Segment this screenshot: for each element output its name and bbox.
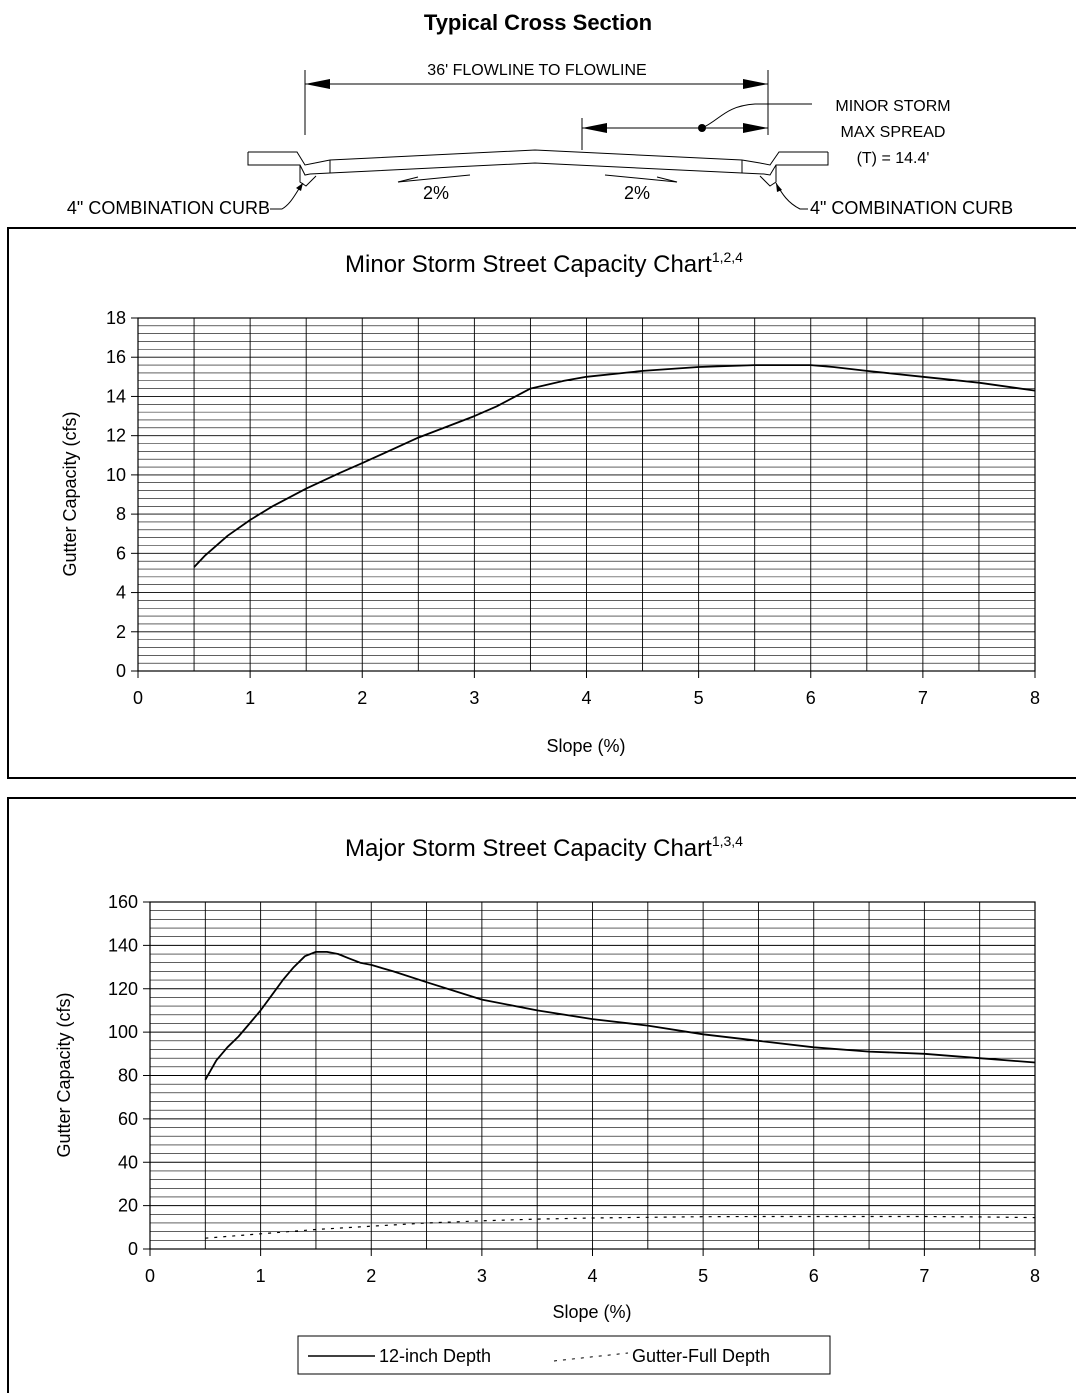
minor-chart-title-superscript: 1,2,4 <box>712 249 743 265</box>
minor-x-tick-label: 1 <box>245 688 255 708</box>
road-profile <box>247 149 829 187</box>
minor-y-tick-label: 14 <box>106 386 126 406</box>
minor-y-tick-label: 4 <box>116 583 126 603</box>
major-x-axis-label: Slope (%) <box>552 1302 631 1322</box>
major-chart-frame <box>7 797 1076 1393</box>
right-curb-leader <box>775 182 808 210</box>
major-y-tick-label: 100 <box>108 1022 138 1042</box>
legend-label-gutter-full-depth: Gutter-Full Depth <box>632 1346 770 1366</box>
major-y-tick-label: 120 <box>108 979 138 999</box>
spread-label-line3: (T) = 14.4' <box>857 150 930 167</box>
minor-chart-series <box>193 364 1036 568</box>
major-y-tick-label: 40 <box>118 1152 138 1172</box>
major-y-tick-label: 60 <box>118 1109 138 1129</box>
major-x-tick-label: 8 <box>1030 1266 1040 1286</box>
major-x-tick-label: 2 <box>366 1266 376 1286</box>
legend-box <box>297 1335 831 1375</box>
minor-storm-chart: Minor Storm Street Capacity Chart1,2,4 0… <box>7 227 1076 779</box>
legend-swatch-gutter-full-depth <box>553 1352 629 1362</box>
minor-y-tick-label: 10 <box>106 465 126 485</box>
minor-chart-grid <box>137 317 1036 672</box>
minor-y-tick-label: 0 <box>116 661 126 681</box>
minor-y-tick-label: 2 <box>116 622 126 642</box>
left-curb-label: 4" COMBINATION CURB <box>67 198 270 218</box>
major-y-tick-label: 80 <box>118 1066 138 1086</box>
major-storm-chart: Major Storm Street Capacity Chart1,3,4 0… <box>7 797 1076 1393</box>
major-chart-ticks: 0 20 40 60 80 100 120 140 160 0 1 2 3 4 5 6 7 8 <box>108 892 1040 1286</box>
left-slope-label: 2% <box>423 183 449 203</box>
minor-y-tick-label: 12 <box>106 426 126 446</box>
major-chart-title: Major Storm Street Capacity Chart1,3,4 <box>345 833 743 862</box>
minor-series-line-0 <box>193 364 1036 568</box>
major-y-tick-label: 20 <box>118 1196 138 1216</box>
minor-x-tick-label: 2 <box>357 688 367 708</box>
minor-x-tick-label: 5 <box>694 688 704 708</box>
major-x-tick-label: 1 <box>256 1266 266 1286</box>
minor-y-tick-label: 18 <box>106 308 126 328</box>
major-x-tick-label: 3 <box>477 1266 487 1286</box>
major-chart-title-superscript: 1,3,4 <box>712 833 743 849</box>
right-curb-label: 4" COMBINATION CURB <box>810 198 1013 218</box>
flowline-dimension-label: 36' FLOWLINE TO FLOWLINE <box>427 62 646 79</box>
minor-x-tick-label: 8 <box>1030 688 1040 708</box>
spread-leader-line <box>701 103 812 129</box>
major-chart-series <box>204 951 1036 1239</box>
major-chart-legend: 12-inch Depth Gutter-Full Depth <box>297 1335 831 1375</box>
minor-x-tick-label: 7 <box>918 688 928 708</box>
major-series-line-12-inch-depth <box>204 951 1036 1081</box>
major-chart-title-text: Major Storm Street Capacity Chart <box>345 835 712 862</box>
dimension-arrow-right <box>743 79 768 89</box>
major-y-tick-label: 160 <box>108 892 138 912</box>
right-curb-leader-arrow <box>776 183 782 192</box>
minor-y-tick-label: 8 <box>116 504 126 524</box>
cross-section: Typical Cross Section 36' FLOWLINE TO FL… <box>67 10 1013 218</box>
minor-x-tick-label: 0 <box>133 688 143 708</box>
minor-chart-frame <box>7 227 1076 779</box>
major-x-tick-label: 5 <box>698 1266 708 1286</box>
major-x-tick-label: 7 <box>919 1266 929 1286</box>
left-slope-arrow <box>397 174 471 183</box>
right-slope-arrow <box>604 174 678 183</box>
minor-x-tick-label: 4 <box>581 688 591 708</box>
minor-y-axis-label: Gutter Capacity (cfs) <box>60 411 80 576</box>
spread-label-line2: MAX SPREAD <box>841 124 946 141</box>
major-x-tick-label: 0 <box>145 1266 155 1286</box>
spread-arrow-left <box>582 123 607 133</box>
minor-x-tick-label: 6 <box>806 688 816 708</box>
major-y-tick-label: 140 <box>108 935 138 955</box>
legend-label-12-inch-depth: 12-inch Depth <box>379 1346 491 1366</box>
right-slope-label: 2% <box>624 183 650 203</box>
major-x-tick-label: 4 <box>587 1266 597 1286</box>
minor-x-axis-label: Slope (%) <box>546 736 625 756</box>
major-chart-grid <box>149 901 1036 1250</box>
minor-x-tick-label: 3 <box>469 688 479 708</box>
spread-arrow-right <box>743 123 768 133</box>
spread-label-line1: MINOR STORM <box>835 98 950 115</box>
minor-chart-title: Minor Storm Street Capacity Chart1,2,4 <box>345 249 743 278</box>
minor-y-tick-label: 16 <box>106 347 126 367</box>
minor-chart-title-text: Minor Storm Street Capacity Chart <box>345 251 712 278</box>
major-x-tick-label: 6 <box>809 1266 819 1286</box>
minor-y-tick-label: 6 <box>116 543 126 563</box>
major-y-axis-label: Gutter Capacity (cfs) <box>54 992 74 1157</box>
cross-section-title: Typical Cross Section <box>424 10 652 35</box>
major-series-line-gutter-full-depth <box>205 1215 1036 1239</box>
dimension-arrow-left <box>305 79 330 89</box>
left-curb-leader-arrow <box>296 183 303 191</box>
major-y-tick-label: 0 <box>128 1239 138 1259</box>
